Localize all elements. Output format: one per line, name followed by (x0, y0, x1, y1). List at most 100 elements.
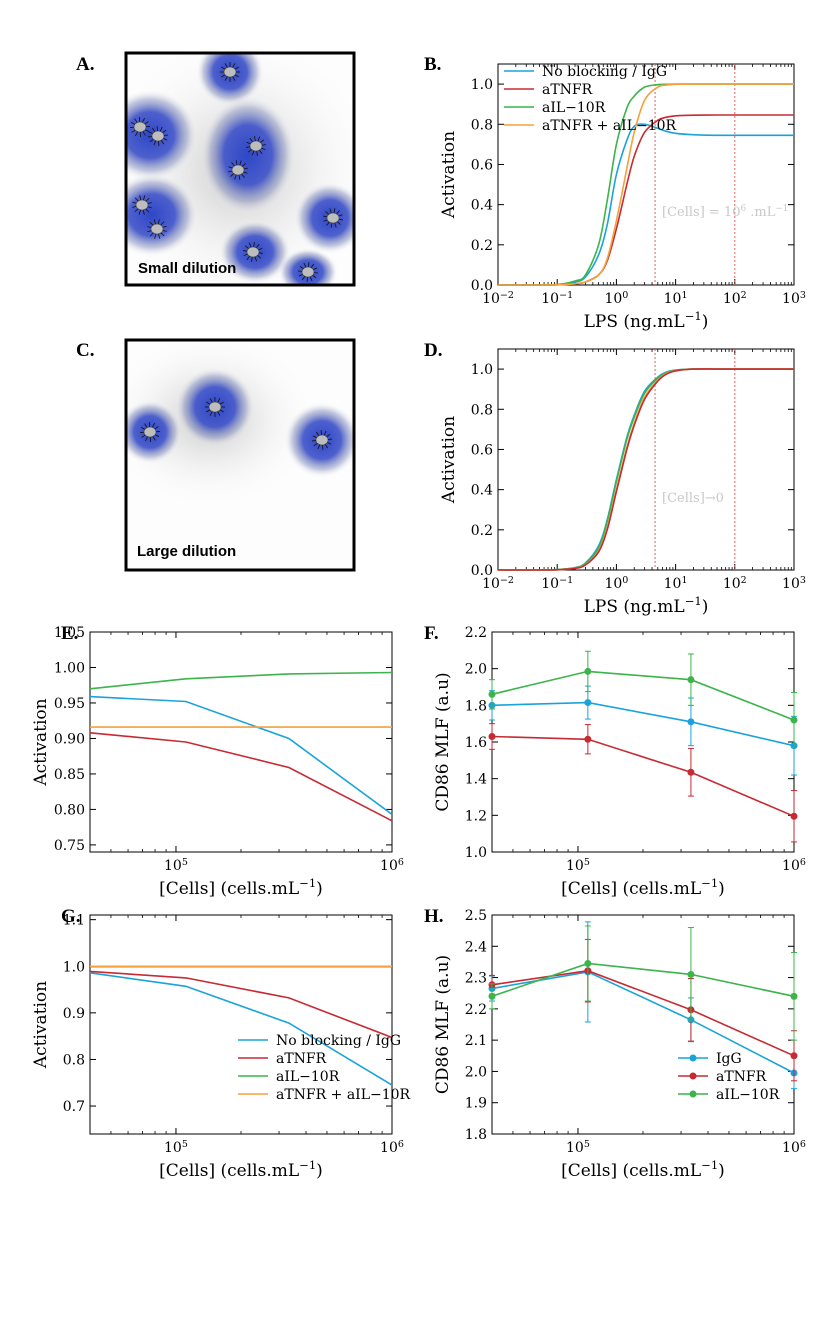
y-tick-label: 1.9 (465, 1096, 487, 1112)
y-tick-label: 0.2 (471, 238, 493, 254)
data-point (687, 769, 694, 776)
small-dilution-label: Small dilution (138, 260, 236, 277)
data-point (584, 736, 591, 743)
y-tick-label: 1.8 (465, 1127, 487, 1143)
y-tick-label: 1.0 (63, 959, 85, 975)
data-point (489, 691, 496, 698)
panel-letter-f: F. (424, 623, 439, 644)
x-axis-label: [Cells] (cells.mL−1) (159, 876, 323, 899)
x-tick-label: 106 (380, 1139, 404, 1157)
panel-letter-b: B. (424, 54, 441, 75)
y-tick-label: 0.85 (54, 767, 85, 783)
x-tick-label: 101 (664, 290, 688, 308)
legend-entry: aIL−10R (716, 1087, 780, 1103)
legend-marker (690, 1091, 697, 1098)
y-tick-label: 0.4 (471, 483, 493, 499)
plot-frame (492, 632, 794, 852)
y-tick-label: 0.7 (63, 1099, 85, 1115)
y-tick-label: 0.6 (471, 442, 493, 458)
y-tick-label: 0.80 (54, 802, 85, 818)
panel-a-small-dilution: A. Small dilution (76, 30, 380, 310)
data-point (489, 733, 496, 740)
y-tick-label: 1.4 (465, 772, 487, 788)
data-point (584, 668, 591, 675)
data-point (584, 960, 591, 967)
y-tick-label: 1.05 (54, 625, 85, 641)
legend-entry: aIL−10R (276, 1069, 340, 1085)
y-tick-label: 0.90 (54, 731, 85, 747)
y-tick-label: 1.0 (471, 77, 493, 93)
y-tick-label: 0.4 (471, 198, 493, 214)
legend-entry: aIL−10R (542, 100, 606, 116)
legend-marker (690, 1055, 697, 1062)
x-tick-label: 101 (664, 575, 688, 593)
panel-letter-h: H. (424, 906, 444, 927)
x-tick-label: 105 (566, 1139, 590, 1157)
y-tick-label: 2.2 (465, 625, 487, 641)
y-tick-label: 0.8 (63, 1052, 85, 1068)
plot-frame (90, 632, 392, 852)
y-tick-label: 1.6 (465, 735, 487, 751)
x-tick-label: 100 (604, 575, 628, 593)
x-tick-label: 106 (380, 857, 404, 875)
legend-entry: IgG (716, 1051, 742, 1067)
x-axis-label: [Cells] (cells.mL−1) (561, 1158, 725, 1181)
y-tick-label: 0.6 (471, 157, 493, 173)
y-axis-label: Activation (439, 131, 459, 219)
legend-entry: No blocking / IgG (276, 1033, 401, 1049)
y-tick-label: 1.1 (63, 913, 85, 929)
data-point (687, 971, 694, 978)
x-tick-label: 103 (782, 575, 806, 593)
y-tick-label: 0.8 (471, 402, 493, 418)
y-tick-label: 0.9 (63, 1006, 85, 1022)
y-axis-label: CD86 MLF (a.u) (433, 672, 453, 811)
y-tick-label: 0.0 (471, 278, 493, 294)
x-axis-label: [Cells] (cells.mL−1) (159, 1158, 323, 1181)
y-tick-label: 0.2 (471, 523, 493, 539)
y-tick-label: 1.8 (465, 698, 487, 714)
legend-entry: aTNFR (542, 82, 593, 98)
x-tick-label: 106 (782, 1139, 806, 1157)
y-tick-label: 0.0 (471, 563, 493, 579)
data-point (791, 813, 798, 820)
data-point (687, 718, 694, 725)
data-point (791, 1052, 798, 1059)
large-dilution-label: Large dilution (137, 543, 236, 560)
x-tick-label: 105 (164, 857, 188, 875)
legend-marker (690, 1073, 697, 1080)
data-point (489, 993, 496, 1000)
y-tick-label: 1.2 (465, 808, 487, 824)
x-tick-label: 10−1 (541, 290, 573, 308)
panel-letter-a: A. (76, 54, 94, 75)
y-axis-label: Activation (31, 981, 51, 1069)
y-tick-label: 2.0 (465, 1064, 487, 1080)
legend-entry: aTNFR + aIL−10R (276, 1087, 411, 1103)
y-tick-label: 0.95 (54, 696, 85, 712)
panel-letter-d: D. (424, 340, 442, 361)
y-tick-label: 2.3 (465, 971, 487, 987)
x-tick-label: 100 (604, 290, 628, 308)
y-axis-label: Activation (31, 698, 51, 786)
dilution-field-large (100, 330, 360, 570)
y-tick-label: 2.1 (465, 1033, 487, 1049)
x-tick-label: 103 (782, 290, 806, 308)
data-point (687, 676, 694, 683)
data-point (791, 993, 798, 1000)
panel-letter-c: C. (76, 340, 94, 361)
y-tick-label: 0.8 (471, 117, 493, 133)
x-axis-label: LPS (ng.mL−1) (584, 309, 709, 332)
legend-entry: aTNFR + aIL−10R (542, 118, 677, 134)
cell-density-annotation: [Cells]→0 (662, 491, 724, 506)
y-tick-label: 2.4 (465, 939, 487, 955)
y-tick-label: 0.75 (54, 838, 85, 854)
y-tick-label: 2.2 (465, 1002, 487, 1018)
plot-frame (498, 349, 794, 570)
y-tick-label: 1.0 (471, 362, 493, 378)
x-tick-label: 10−1 (541, 575, 573, 593)
data-point (584, 699, 591, 706)
legend-entry: aTNFR (276, 1051, 327, 1067)
